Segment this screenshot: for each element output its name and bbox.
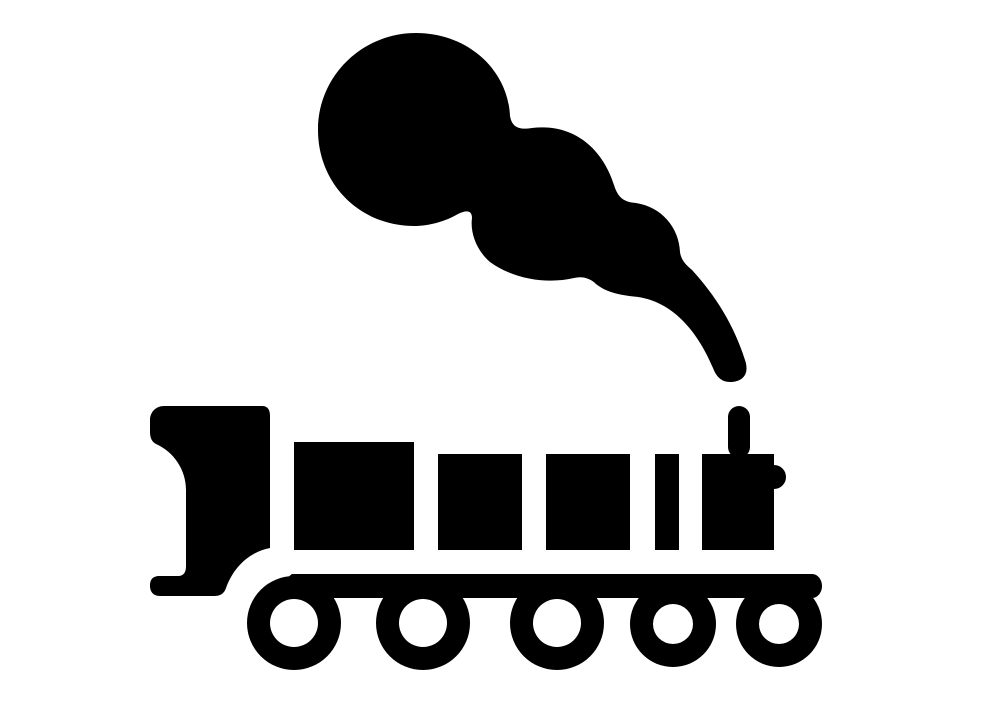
body-block: [438, 454, 522, 550]
wheel-hub: [270, 599, 318, 647]
body-block: [546, 454, 630, 550]
dome-nub: [762, 465, 786, 489]
wheel-hub: [653, 604, 693, 644]
wheel-hub: [759, 604, 799, 644]
chimney-stack: [728, 406, 750, 458]
wheel-hub: [533, 599, 581, 647]
body-block: [655, 454, 679, 550]
smoke-plume: [318, 33, 747, 382]
body-block: [702, 454, 774, 550]
wheel-hub: [399, 599, 447, 647]
locomotive-cab: [150, 406, 270, 596]
body-block: [294, 442, 414, 550]
